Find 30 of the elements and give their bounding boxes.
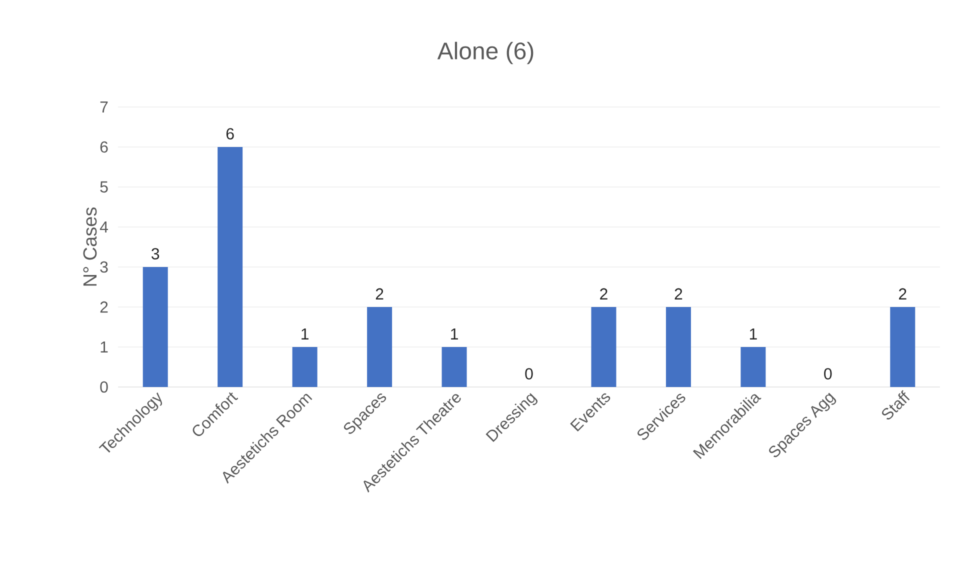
data-label: 3 (152, 248, 160, 260)
bar (292, 347, 318, 387)
y-tick-label: 5 (100, 181, 108, 193)
data-label: 2 (600, 288, 608, 300)
y-tick-label: 4 (100, 221, 108, 233)
bar (666, 307, 691, 387)
bar (218, 147, 243, 387)
data-label: 0 (525, 368, 533, 380)
y-tick-label: 2 (100, 301, 108, 313)
data-label: 1 (302, 328, 308, 340)
bar (367, 307, 392, 387)
data-label: 1 (451, 328, 458, 340)
data-label: 6 (226, 128, 234, 140)
bar (442, 347, 467, 387)
data-label: 1 (750, 328, 757, 340)
bar (890, 307, 916, 387)
bar (591, 307, 616, 387)
data-label: 0 (824, 368, 832, 380)
y-tick-label: 3 (100, 261, 108, 273)
y-tick-label: 0 (100, 381, 108, 393)
y-tick-label: 6 (100, 141, 108, 153)
chart-title: Alone (6) (437, 42, 534, 64)
y-tick-label: 1 (100, 341, 108, 353)
data-label: 2 (898, 288, 906, 300)
bar (142, 267, 168, 387)
y-axis-title: N° Cases (83, 207, 97, 286)
data-label: 2 (674, 288, 682, 300)
data-label: 2 (376, 288, 384, 300)
bar (740, 347, 766, 387)
y-tick-label: 7 (100, 101, 108, 113)
